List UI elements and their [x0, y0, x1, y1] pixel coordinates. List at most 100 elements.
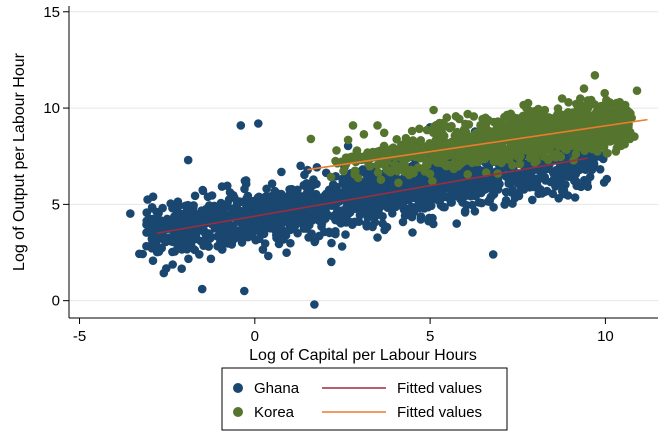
- scatter-point: [460, 206, 470, 216]
- legend-box: [221, 367, 508, 431]
- scatter-point: [363, 213, 373, 222]
- scatter-point: [548, 115, 557, 125]
- scatter-point: [189, 244, 198, 254]
- scatter-point: [371, 194, 381, 204]
- scatter-point-outlier: [373, 121, 382, 130]
- scatter-point: [547, 152, 556, 161]
- scatter-point: [218, 245, 227, 254]
- scatter-point-outlier: [306, 134, 316, 144]
- scatter-point-outlier: [429, 105, 438, 115]
- scatter-point: [203, 192, 213, 202]
- scatter-point: [206, 254, 216, 264]
- scatter-point: [429, 219, 438, 229]
- scatter-point: [421, 154, 430, 164]
- scatter-point: [511, 192, 521, 201]
- y-tick-label: 15: [43, 4, 60, 21]
- legend-fitted-ghana-label: Fitted values: [397, 380, 482, 397]
- scatter-point: [570, 193, 580, 202]
- legend-ghana-marker: [233, 383, 243, 393]
- scatter-point: [556, 166, 566, 175]
- scatter-point: [148, 230, 157, 240]
- scatter-point: [168, 260, 177, 269]
- scatter-point: [501, 187, 511, 197]
- scatter-point: [168, 220, 178, 229]
- y-tick-label: 0: [52, 293, 60, 310]
- scatter-point: [340, 211, 350, 220]
- scatter-point-outlier: [488, 250, 498, 259]
- scatter-point: [371, 200, 380, 210]
- scatter-point: [223, 199, 232, 208]
- scatter-point-outlier: [240, 286, 249, 296]
- scatter-point: [332, 146, 341, 155]
- scatter-point: [607, 115, 616, 124]
- scatter-point: [293, 212, 302, 222]
- scatter-point: [515, 159, 525, 169]
- scatter-point: [553, 141, 563, 150]
- scatter-point: [407, 193, 416, 202]
- scatter-point-outlier: [310, 300, 319, 309]
- scatter-point: [561, 138, 571, 147]
- scatter-point: [442, 113, 452, 122]
- scatter-point: [404, 209, 413, 218]
- scatter-point: [463, 170, 473, 179]
- scatter-point: [388, 143, 398, 152]
- scatter-point: [417, 195, 427, 204]
- scatter-point: [523, 160, 533, 169]
- scatter-point: [276, 223, 286, 233]
- scatter-point: [135, 249, 144, 259]
- y-axis-title: Log of Output per Labour Hour: [11, 52, 28, 271]
- scatter-point: [408, 136, 418, 145]
- scatter-point: [315, 216, 324, 226]
- scatter-point: [176, 209, 185, 219]
- scatter-point: [267, 179, 277, 188]
- scatter-point: [363, 175, 372, 184]
- scatter-point: [397, 150, 407, 159]
- scatter-point: [364, 185, 373, 194]
- fitted-values-line: [307, 118, 648, 171]
- scatter-point: [198, 238, 208, 247]
- scatter-point: [277, 189, 286, 199]
- legend-fitted-korea-label: Fitted values: [397, 404, 482, 421]
- scatter-point: [571, 168, 581, 178]
- x-axis-title: Log of Capital per Labour Hours: [249, 347, 477, 364]
- scatter-point: [212, 210, 221, 219]
- scatter-point: [454, 172, 463, 181]
- scatter-point: [435, 195, 444, 205]
- scatter-point: [611, 147, 621, 156]
- scatter-point: [126, 209, 135, 218]
- scatter-point: [442, 184, 452, 193]
- scatter-point: [343, 190, 353, 200]
- scatter-point: [142, 220, 151, 229]
- scatter-point: [258, 213, 267, 223]
- scatter-point: [439, 131, 449, 141]
- x-tick-label: 10: [597, 328, 614, 345]
- scatter-point: [499, 154, 509, 163]
- scatter-point: [264, 251, 273, 261]
- scatter-point: [157, 232, 167, 241]
- scatter-point: [579, 84, 589, 93]
- scatter-point: [401, 138, 410, 148]
- scatter-point: [254, 192, 264, 202]
- scatter-point: [200, 228, 210, 237]
- scatter-point: [485, 143, 495, 153]
- x-tick-label: -5: [73, 328, 86, 345]
- scatter-point: [371, 151, 380, 161]
- scatter-point: [155, 221, 165, 231]
- scatter-point: [578, 142, 587, 152]
- scatter-point: [599, 178, 609, 187]
- scatter-point: [332, 210, 342, 219]
- scatter-point: [489, 157, 499, 166]
- scatter-point: [389, 193, 398, 202]
- scatter-point: [445, 150, 454, 160]
- legend-korea-label: Korea: [254, 404, 295, 421]
- y-tick-label: 5: [52, 196, 60, 213]
- scatter-point: [282, 248, 291, 257]
- scatter-point: [611, 103, 620, 113]
- scatter-point: [310, 237, 320, 247]
- scatter-point-outlier: [236, 121, 246, 130]
- scatter-point: [440, 202, 449, 212]
- scatter-point: [549, 174, 559, 183]
- scatter-point: [554, 194, 563, 203]
- scatter-point: [338, 178, 348, 187]
